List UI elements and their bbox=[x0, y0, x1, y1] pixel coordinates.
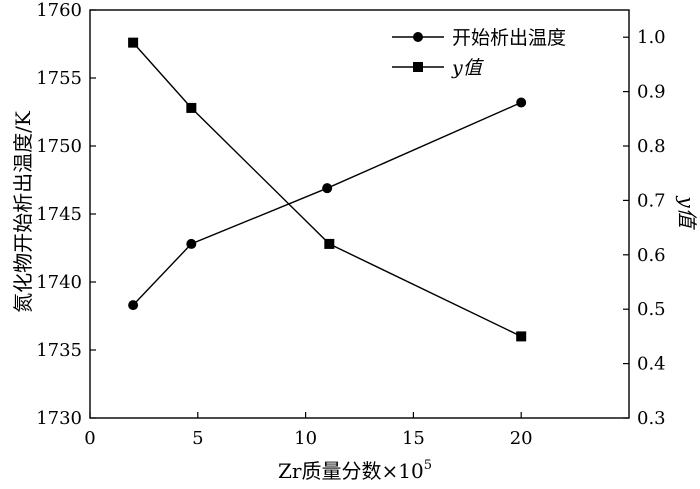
y-left-tick-label: 1740 bbox=[36, 272, 82, 293]
y-left-tick-label: 1730 bbox=[36, 408, 82, 429]
data-point-square bbox=[324, 238, 335, 249]
y-axis-left-label: 氮化物开始析出温度/K bbox=[11, 110, 35, 313]
data-point-circle bbox=[516, 97, 527, 108]
y-right-tick-label: 0.8 bbox=[637, 136, 666, 157]
x-axis-label-superscript: 5 bbox=[424, 458, 432, 473]
data-point-circle bbox=[322, 183, 333, 194]
data-point-square bbox=[186, 102, 197, 113]
y-left-tick-label: 1735 bbox=[36, 340, 82, 361]
y-left-tick-label: 1760 bbox=[36, 0, 82, 21]
data-point-circle bbox=[186, 238, 197, 249]
x-tick-label: 20 bbox=[510, 428, 533, 449]
data-point-square bbox=[516, 331, 527, 342]
data-point-circle bbox=[128, 300, 139, 311]
legend: 开始析出温度 y值 bbox=[392, 27, 566, 79]
legend-label-y: y值 bbox=[451, 57, 485, 79]
series-line-2 bbox=[132, 42, 522, 338]
x-tick-label: 10 bbox=[294, 428, 317, 449]
legend-marker-square bbox=[413, 62, 423, 72]
legend-marker-circle bbox=[413, 32, 423, 42]
y-left-tick-label: 1745 bbox=[36, 204, 82, 225]
ticks-group: 0 5 10 15 20 1730 1735 1740 1745 1750 1755 1760 0.3 0… bbox=[36, 0, 665, 449]
y-right-tick-label: 0.9 bbox=[637, 82, 666, 103]
y-right-tick-label: 0.7 bbox=[637, 190, 666, 211]
y-right-tick-label: 0.4 bbox=[637, 354, 666, 375]
y-right-tick-label: 0.3 bbox=[637, 408, 666, 429]
y-right-tick-label: 0.6 bbox=[637, 245, 666, 266]
y-left-tick-label: 1750 bbox=[36, 136, 82, 157]
y-right-tick-label: 0.5 bbox=[637, 299, 666, 320]
y-left-tick-label: 1755 bbox=[36, 68, 82, 89]
plot-frame bbox=[89, 9, 630, 419]
series-line-1 bbox=[132, 101, 522, 306]
plot-frame-group bbox=[89, 9, 630, 419]
x-axis-label: Zr质量分数×105 bbox=[278, 458, 432, 483]
x-tick-label: 0 bbox=[84, 428, 95, 449]
y-axis-right-label: y值 bbox=[675, 195, 699, 230]
x-tick-label: 5 bbox=[192, 428, 203, 449]
x-tick-label: 15 bbox=[402, 428, 425, 449]
y-right-tick-label: 1.0 bbox=[637, 27, 666, 48]
data-point-square bbox=[128, 37, 139, 48]
series-group bbox=[128, 37, 527, 342]
legend-label-temp: 开始析出温度 bbox=[452, 27, 566, 49]
